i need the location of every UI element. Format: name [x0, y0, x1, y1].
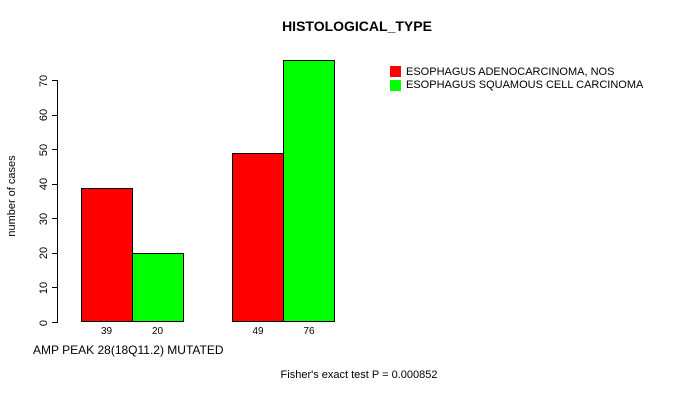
- legend-item-squamous: ESOPHAGUS SQUAMOUS CELL CARCINOMA: [390, 79, 643, 93]
- y-tick-label: 10: [38, 281, 50, 295]
- y-tick-mark: [52, 218, 57, 220]
- y-tick-mark: [52, 149, 57, 151]
- y-tick-label: 0: [38, 319, 50, 326]
- y-axis-label: number of cases: [6, 155, 18, 237]
- y-tick-mark: [52, 287, 57, 289]
- y-tick-label: 30: [38, 212, 50, 225]
- bar-group1-series1: [80, 187, 133, 323]
- bar-value-label: 49: [252, 326, 264, 337]
- bar-group1-series2: [131, 253, 184, 323]
- legend-swatch-red: [390, 66, 401, 78]
- legend-label-adenocarcinoma: ESOPHAGUS ADENOCARCINOMA, NOS: [406, 65, 615, 78]
- bar-value-label: 20: [151, 326, 164, 337]
- bar-value-label: 76: [303, 326, 315, 337]
- y-tick-label: 40: [38, 178, 50, 191]
- legend: ESOPHAGUS ADENOCARCINOMA, NOS ESOPHAGUS …: [390, 65, 643, 92]
- y-axis-line: [57, 80, 58, 323]
- legend-label-squamous: ESOPHAGUS SQUAMOUS CELL CARCINOMA: [406, 79, 644, 92]
- bar-group2-series2: [283, 59, 335, 323]
- y-tick-label: 50: [38, 143, 50, 156]
- footnote-pvalue: Fisher's exact test P = 0.000852: [280, 369, 438, 381]
- y-tick-mark: [52, 114, 57, 116]
- y-tick-label: 20: [38, 247, 50, 260]
- chart-title: HISTOLOGICAL_TYPE: [282, 18, 432, 34]
- y-tick-mark: [52, 80, 57, 81]
- legend-swatch-green: [390, 79, 401, 91]
- bar-group2-series1: [232, 153, 284, 323]
- y-tick-mark: [52, 322, 57, 323]
- bar-value-label: 39: [100, 326, 113, 337]
- x-axis-label: AMP PEAK 28(18Q11.2) MUTATED: [33, 343, 224, 357]
- y-tick-label: 60: [38, 108, 50, 122]
- y-tick-label: 70: [38, 74, 50, 87]
- y-tick-mark: [52, 183, 57, 185]
- y-tick-mark: [52, 252, 57, 254]
- legend-item-adenocarcinoma: ESOPHAGUS ADENOCARCINOMA, NOS: [390, 65, 643, 79]
